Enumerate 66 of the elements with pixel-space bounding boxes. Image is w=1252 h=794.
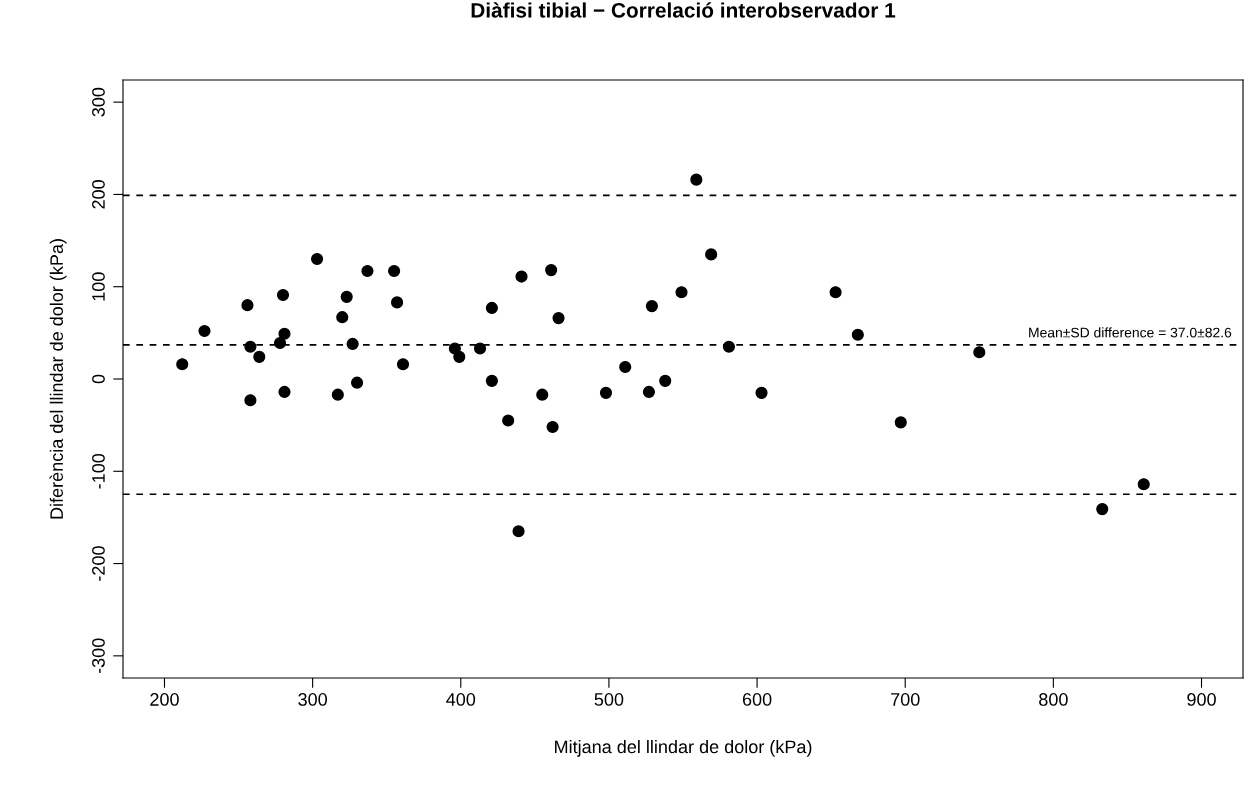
point [851, 328, 864, 341]
y-tick-label: 100 [92, 272, 105, 301]
point [545, 264, 558, 277]
point [388, 264, 401, 278]
point [690, 173, 703, 186]
point [244, 340, 257, 353]
point [241, 299, 254, 312]
point [536, 388, 549, 401]
point [331, 388, 344, 401]
y-tick-label: -300 [92, 638, 105, 674]
point [276, 288, 290, 302]
x-tick-label: 800 [1039, 693, 1068, 706]
x-tick-label: 700 [891, 693, 920, 706]
point [340, 290, 353, 303]
point [176, 358, 189, 371]
chart-title: Diàfisi tibial − Correlació interobservador 1 [471, 2, 896, 18]
point [502, 414, 515, 427]
point [675, 286, 688, 299]
x-axis-title: Mitjana del llindar de dolor (kPa) [555, 739, 812, 757]
point [278, 385, 291, 398]
point [253, 350, 266, 363]
x-tick-label: 600 [742, 693, 772, 706]
ref-line-label: Mean±SD difference = 37.0±82.6 [1029, 327, 1232, 338]
x-tick-label: 200 [150, 693, 179, 706]
y-axis-title: Diferència del llindar de dolor (kPa) [49, 239, 67, 519]
point [453, 350, 466, 363]
y-tick-label: -100 [92, 453, 105, 489]
y-tick-label: -200 [92, 546, 105, 581]
point [485, 374, 498, 387]
point [273, 336, 287, 350]
point [755, 386, 768, 399]
point [705, 248, 718, 261]
point [396, 358, 410, 371]
point [659, 374, 672, 387]
point [552, 312, 565, 325]
point [346, 337, 359, 351]
point [599, 386, 613, 399]
point [198, 324, 211, 338]
point [619, 360, 632, 374]
point [336, 311, 349, 324]
point [546, 420, 559, 434]
x-tick-label: 900 [1187, 693, 1216, 706]
x-tick-label: 300 [298, 693, 327, 706]
point [361, 264, 374, 278]
x-tick-label: 500 [594, 693, 624, 706]
point [244, 394, 257, 407]
point [310, 252, 324, 266]
x-tick-label: 400 [446, 693, 476, 706]
y-tick-label: 300 [92, 87, 105, 117]
point [642, 385, 656, 398]
point [473, 342, 487, 355]
point [512, 525, 525, 538]
point [722, 340, 736, 353]
point [1096, 503, 1109, 516]
point [390, 296, 404, 309]
point [485, 301, 498, 315]
point [973, 346, 986, 359]
point [350, 376, 364, 389]
point [515, 270, 528, 283]
point [278, 327, 291, 340]
y-tick-label: 200 [92, 180, 105, 209]
point [829, 286, 842, 299]
point [645, 300, 658, 313]
y-tick-label: 0 [92, 374, 105, 384]
point [1137, 478, 1150, 491]
point [894, 416, 907, 429]
